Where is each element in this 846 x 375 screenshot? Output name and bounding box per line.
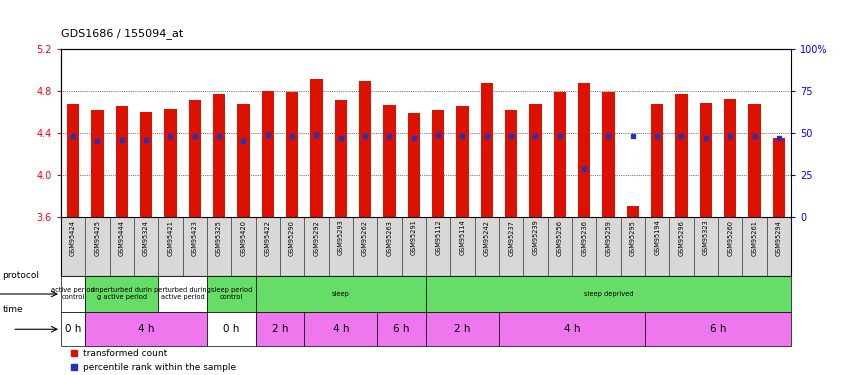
Text: GSM95325: GSM95325 (216, 220, 222, 255)
Text: GSM95194: GSM95194 (654, 220, 660, 255)
Text: GSM95263: GSM95263 (387, 220, 393, 255)
Bar (286, 92, 298, 217)
Text: 0 h: 0 h (65, 324, 81, 334)
Text: GSM95237: GSM95237 (508, 220, 514, 255)
Text: GSM95112: GSM95112 (435, 220, 441, 255)
Text: GSM95323: GSM95323 (703, 220, 709, 255)
Bar (207, 276, 255, 312)
Bar (578, 83, 591, 217)
Bar (310, 79, 322, 217)
Bar (627, 206, 639, 217)
Text: GSM95260: GSM95260 (728, 220, 733, 256)
Text: GSM95294: GSM95294 (776, 220, 782, 255)
Bar (255, 312, 305, 346)
Text: 2 h: 2 h (272, 324, 288, 334)
Bar (651, 104, 663, 217)
Bar (261, 91, 274, 217)
Bar (207, 312, 255, 346)
Bar (91, 110, 103, 217)
Text: GSM95422: GSM95422 (265, 220, 271, 256)
Text: GSM95290: GSM95290 (289, 220, 295, 255)
Text: GSM95236: GSM95236 (581, 220, 587, 255)
Text: percentile rank within the sample: percentile rank within the sample (83, 363, 236, 372)
Bar (140, 112, 152, 217)
Text: sleep deprived: sleep deprived (584, 291, 634, 297)
Text: GSM95424: GSM95424 (70, 220, 76, 256)
Bar (377, 312, 426, 346)
Bar (724, 99, 736, 217)
Text: protocol: protocol (3, 271, 40, 280)
Bar (67, 104, 80, 217)
Bar (359, 81, 371, 217)
Text: GSM95421: GSM95421 (168, 220, 173, 255)
Text: GSM95256: GSM95256 (557, 220, 563, 256)
Bar (61, 276, 85, 312)
Bar (602, 92, 614, 217)
Bar (238, 104, 250, 217)
Text: GSM95114: GSM95114 (459, 220, 465, 255)
Text: 6 h: 6 h (393, 324, 409, 334)
Text: GSM95291: GSM95291 (411, 220, 417, 255)
Bar (645, 312, 791, 346)
Text: 4 h: 4 h (563, 324, 580, 334)
Text: time: time (3, 305, 23, 314)
Bar (499, 312, 645, 346)
Text: GSM95425: GSM95425 (95, 220, 101, 256)
Text: active period
control: active period control (52, 288, 95, 300)
Bar (749, 104, 761, 217)
Bar (61, 312, 85, 346)
Bar (189, 100, 201, 217)
Bar (700, 104, 712, 217)
Text: 0 h: 0 h (223, 324, 239, 334)
Text: 4 h: 4 h (332, 324, 349, 334)
Bar (116, 106, 128, 217)
Text: GSM95259: GSM95259 (606, 220, 612, 255)
Bar (305, 312, 377, 346)
Bar (505, 110, 517, 217)
Text: 6 h: 6 h (710, 324, 726, 334)
Text: GSM95423: GSM95423 (192, 220, 198, 255)
Text: perturbed during
active period: perturbed during active period (154, 288, 211, 300)
Text: GSM95296: GSM95296 (678, 220, 684, 255)
Bar (481, 83, 493, 217)
Bar (675, 94, 688, 217)
Text: GSM95292: GSM95292 (314, 220, 320, 255)
Bar (530, 104, 541, 217)
Bar (213, 94, 225, 217)
Bar (335, 100, 347, 217)
Text: GDS1686 / 155094_at: GDS1686 / 155094_at (61, 28, 184, 39)
Bar (408, 113, 420, 217)
Text: GSM95324: GSM95324 (143, 220, 149, 255)
Text: GSM95262: GSM95262 (362, 220, 368, 256)
Bar (426, 276, 791, 312)
Bar (164, 109, 177, 217)
Bar (432, 110, 444, 217)
Bar (158, 276, 207, 312)
Text: GSM95261: GSM95261 (751, 220, 757, 255)
Text: GSM95242: GSM95242 (484, 220, 490, 256)
Text: GSM95239: GSM95239 (532, 220, 538, 255)
Bar (772, 138, 785, 217)
Bar (255, 276, 426, 312)
Text: 2 h: 2 h (454, 324, 470, 334)
Bar (85, 276, 158, 312)
Text: sleep: sleep (332, 291, 349, 297)
Bar (85, 312, 207, 346)
Bar (456, 106, 469, 217)
Text: GSM95295: GSM95295 (629, 220, 636, 255)
Text: GSM95420: GSM95420 (240, 220, 246, 256)
Bar (383, 105, 396, 217)
Bar (426, 312, 499, 346)
Bar (554, 92, 566, 217)
Text: sleep period
control: sleep period control (211, 288, 252, 300)
Text: unperturbed durin
g active period: unperturbed durin g active period (91, 288, 152, 300)
Text: transformed count: transformed count (83, 349, 167, 358)
Text: GSM95293: GSM95293 (338, 220, 343, 255)
Text: 4 h: 4 h (138, 324, 154, 334)
Text: GSM95444: GSM95444 (118, 220, 124, 256)
